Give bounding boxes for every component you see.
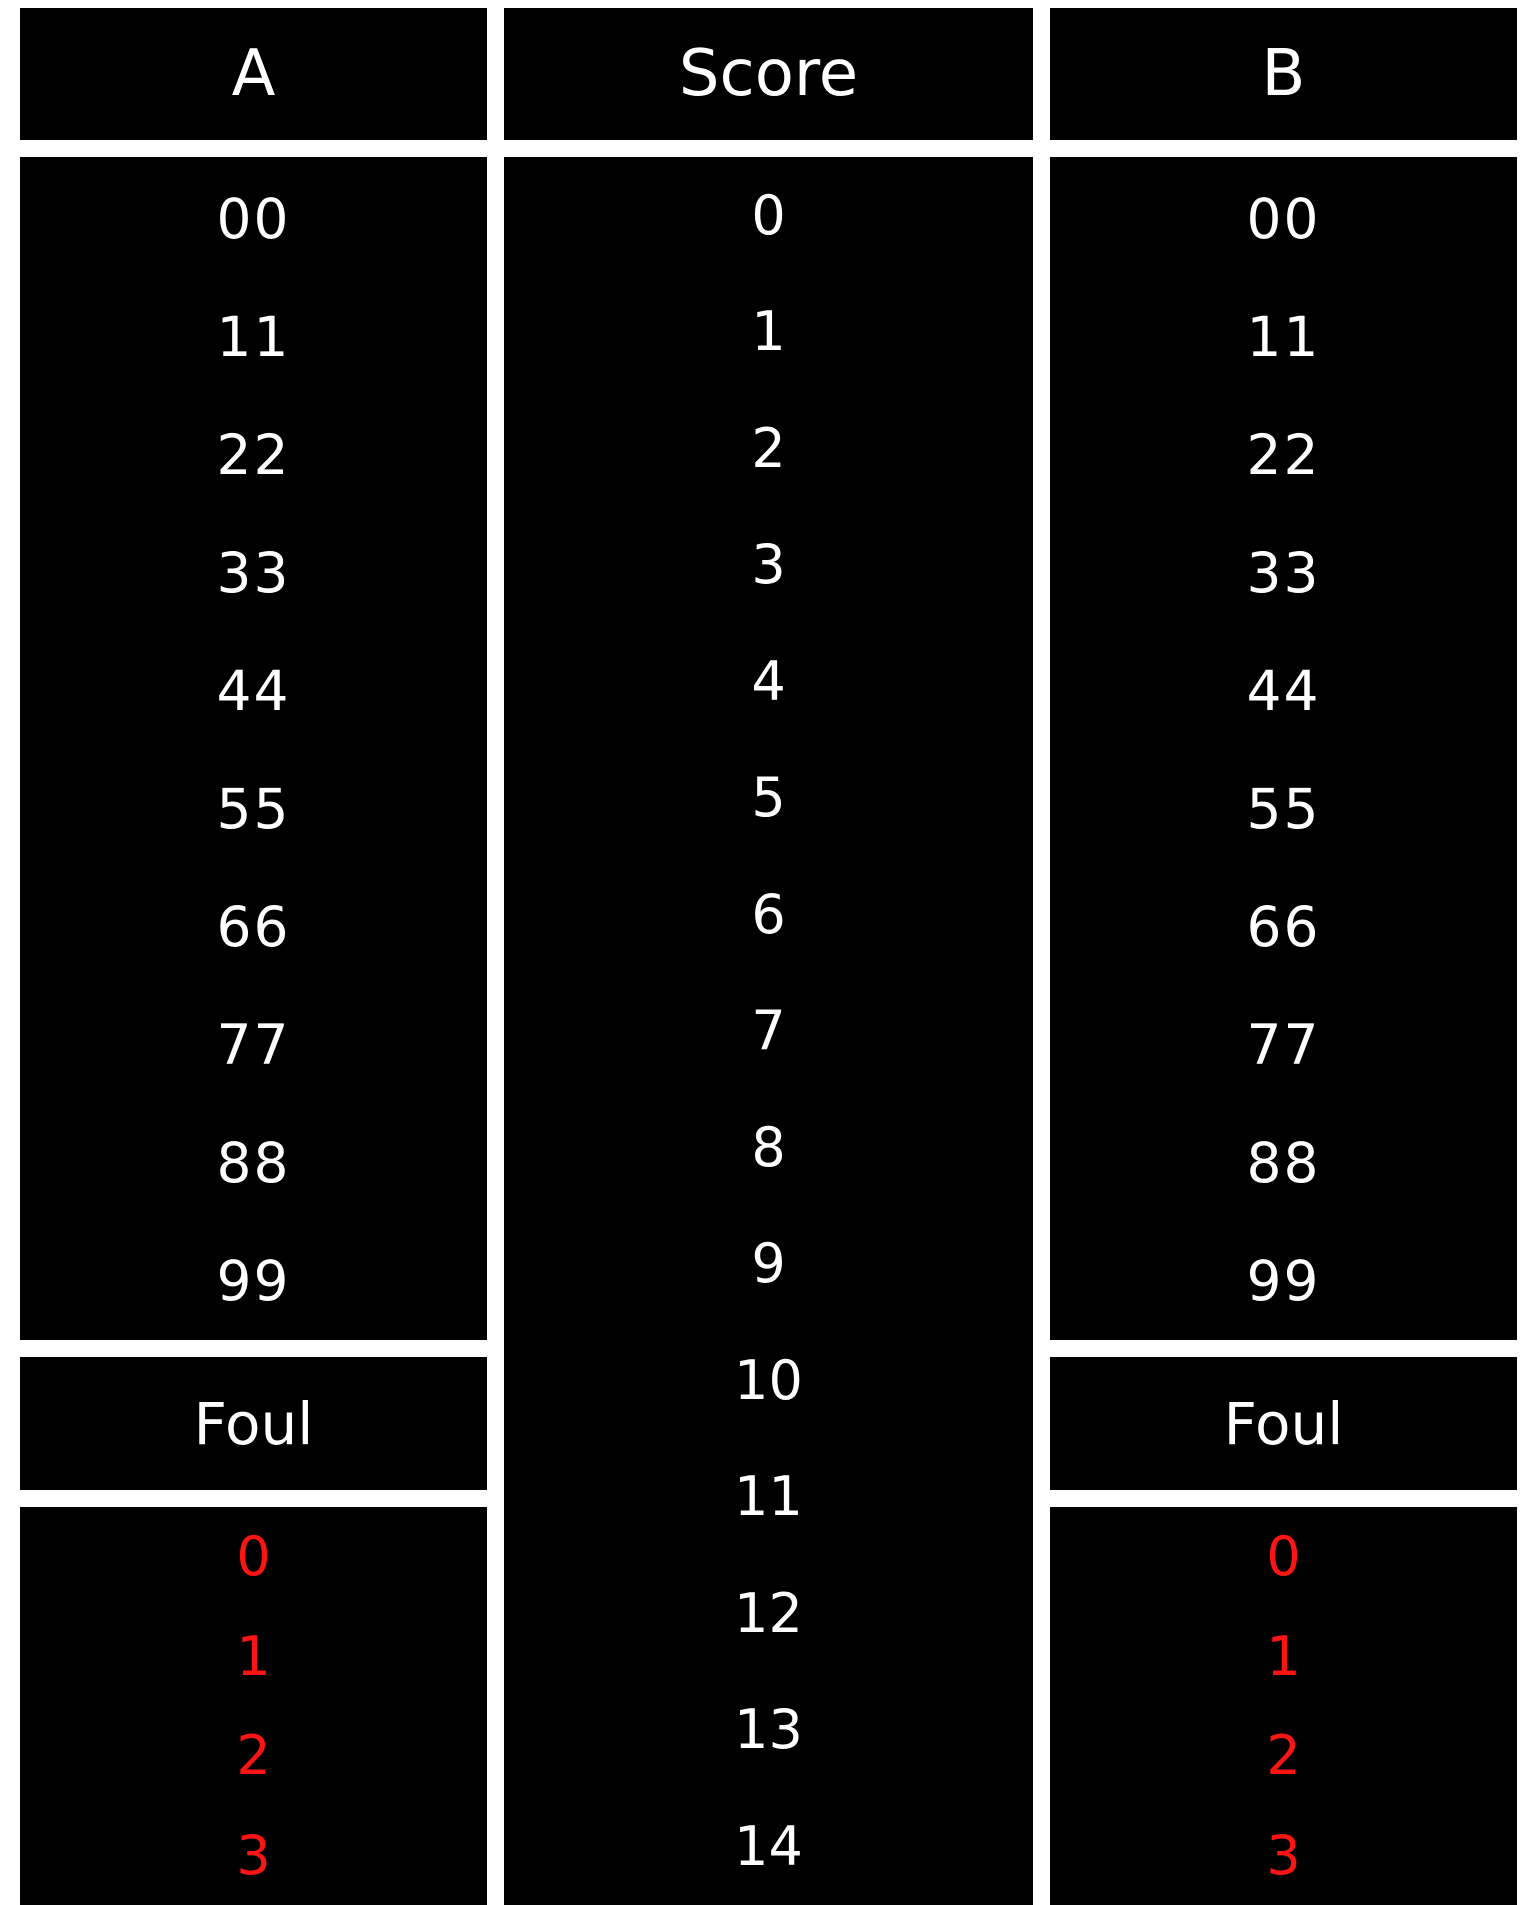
score-picker-item[interactable]: 14	[734, 1814, 803, 1878]
score-picker-item[interactable]: 6	[751, 882, 786, 946]
team-a-picker-item[interactable]: 66	[216, 895, 291, 959]
team-a-picker-item[interactable]: 11	[216, 305, 291, 369]
team-a-picker-item[interactable]: 00	[216, 187, 291, 251]
team-b-number-picker[interactable]: 00 11 22 33 44 55 66 77 88 99	[1050, 157, 1517, 1340]
team-b-foul-item[interactable]: 1	[1266, 1624, 1301, 1688]
team-b-picker-item[interactable]: 44	[1246, 659, 1321, 723]
team-a-title: A	[231, 37, 276, 111]
team-a-foul-item[interactable]: 1	[236, 1624, 271, 1688]
team-b-foul-picker[interactable]: 0 1 2 3	[1050, 1507, 1517, 1905]
score-picker-item[interactable]: 9	[751, 1232, 786, 1296]
team-a-picker-item[interactable]: 77	[216, 1013, 291, 1077]
team-b-picker-item[interactable]: 66	[1246, 895, 1321, 959]
team-a-foul-label: Foul	[193, 1389, 314, 1458]
team-b-foul-item[interactable]: 0	[1266, 1525, 1301, 1589]
team-a-foul-header: Foul	[20, 1357, 487, 1490]
team-b-picker-item[interactable]: 11	[1246, 305, 1321, 369]
team-b-picker-item[interactable]: 99	[1246, 1249, 1321, 1313]
team-a-picker-item[interactable]: 33	[216, 541, 291, 605]
team-b-foul-item[interactable]: 2	[1266, 1724, 1301, 1788]
team-a-number-picker[interactable]: 00 11 22 33 44 55 66 77 88 99	[20, 157, 487, 1340]
team-b-picker-item[interactable]: 33	[1246, 541, 1321, 605]
team-b-foul-item[interactable]: 3	[1266, 1823, 1301, 1887]
team-b-picker-item[interactable]: 22	[1246, 423, 1321, 487]
team-a-picker-item[interactable]: 44	[216, 659, 291, 723]
score-picker-item[interactable]: 11	[734, 1465, 803, 1529]
score-picker-item[interactable]: 3	[751, 533, 786, 597]
score-picker-item[interactable]: 4	[751, 649, 786, 713]
team-a-picker-item[interactable]: 99	[216, 1249, 291, 1313]
score-picker-item[interactable]: 10	[734, 1348, 803, 1412]
team-a-foul-item[interactable]: 0	[236, 1525, 271, 1589]
score-picker-item[interactable]: 0	[751, 183, 786, 247]
score-picker-item[interactable]: 1	[751, 300, 786, 364]
team-b-picker-item[interactable]: 77	[1246, 1013, 1321, 1077]
team-b-header: B	[1050, 8, 1517, 140]
team-a-foul-item[interactable]: 3	[236, 1823, 271, 1887]
team-a-picker-item[interactable]: 88	[216, 1131, 291, 1195]
team-b-picker-item[interactable]: 55	[1246, 777, 1321, 841]
score-picker-item[interactable]: 7	[751, 999, 786, 1063]
team-b-foul-header: Foul	[1050, 1357, 1517, 1490]
team-a-header: A	[20, 8, 487, 140]
score-title: Score	[678, 37, 859, 111]
score-picker[interactable]: 0 1 2 3 4 5 6 7 8 9 10 11 12 13 14	[504, 157, 1033, 1905]
team-b-picker-item[interactable]: 00	[1246, 187, 1321, 251]
team-b-foul-label: Foul	[1223, 1389, 1344, 1458]
score-picker-item[interactable]: 12	[734, 1581, 803, 1645]
score-header: Score	[504, 8, 1033, 140]
team-a-picker-item[interactable]: 22	[216, 423, 291, 487]
score-picker-item[interactable]: 8	[751, 1115, 786, 1179]
team-a-foul-item[interactable]: 2	[236, 1724, 271, 1788]
team-b-picker-item[interactable]: 88	[1246, 1131, 1321, 1195]
team-a-foul-picker[interactable]: 0 1 2 3	[20, 1507, 487, 1905]
score-picker-item[interactable]: 2	[751, 416, 786, 480]
score-picker-item[interactable]: 13	[734, 1698, 803, 1762]
score-picker-item[interactable]: 5	[751, 766, 786, 830]
team-a-picker-item[interactable]: 55	[216, 777, 291, 841]
team-b-title: B	[1261, 37, 1306, 111]
